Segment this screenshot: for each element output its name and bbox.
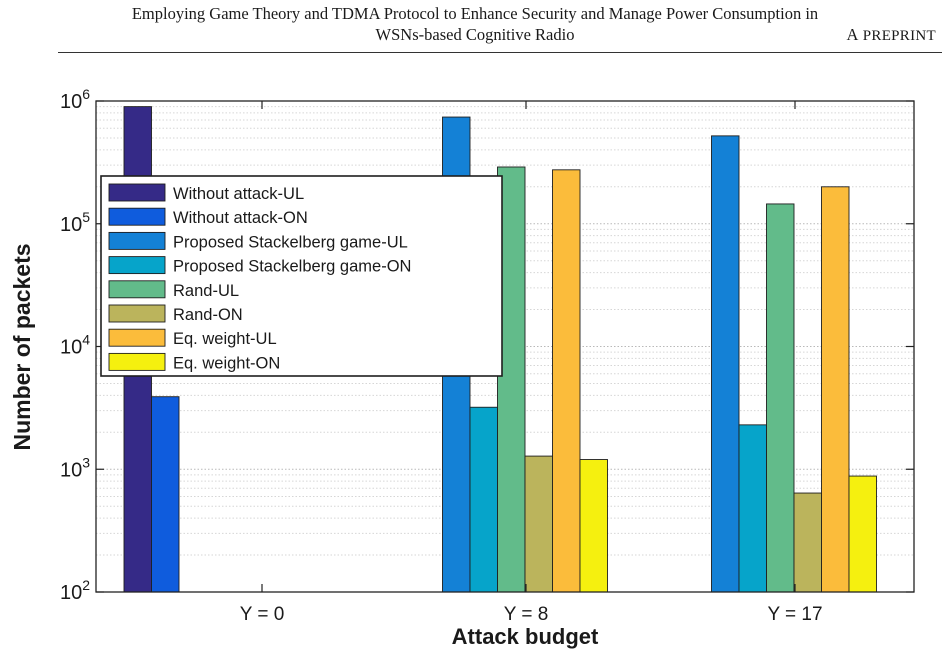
legend-entry: Proposed Stackelberg game-UL [173,233,408,251]
bar [524,455,553,593]
preprint-tag-rest: PREPRINT [862,28,936,44]
preprint-tag: A PREPRINT [846,25,936,46]
legend-swatch [108,328,166,347]
axis-ticks: 102 103 104 105 106 Y = 0 Y = 8 Y = 17 [60,86,914,625]
legend-entry: Without attack-UL [173,185,304,203]
x-tick-label: Y = 0 [240,604,285,625]
legend-entry: Eq. weight-ON [173,354,280,372]
bar [579,459,608,593]
x-tick-label: Y = 17 [767,604,822,625]
bar [469,406,498,593]
bar [821,186,850,593]
header-rule [58,52,942,53]
legend-swatch [108,231,166,250]
legend-entry: Proposed Stackelberg game-ON [173,258,411,276]
y-tick-label: 103 [60,454,90,481]
running-header: Employing Game Theory and TDMA Protocol … [0,0,950,60]
legend-swatch [108,256,166,275]
y-tick-label: 104 [60,332,90,359]
legend-entry: Rand-ON [173,306,243,324]
legend-swatch [108,280,166,299]
paper-title-line-1: Employing Game Theory and TDMA Protocol … [131,4,819,23]
legend-entry: Eq. weight-UL [173,330,277,348]
y-tick-label: 106 [60,86,90,113]
bar [711,135,740,593]
x-tick-label: Y = 8 [504,604,549,625]
legend-swatch [108,304,166,323]
bar [848,475,877,593]
legend-entry: Rand-UL [173,282,239,300]
y-tick-label: 102 [60,577,90,604]
x-axis-label: Attack budget [452,624,599,649]
legend-entry: Without attack-ON [173,209,308,227]
paper-title-line-2: WSNs-based Cognitive Radio [375,25,575,44]
legend: Without attack-UL Without attack-ON Propos… [100,175,503,377]
bar [766,203,795,593]
y-tick-label: 105 [60,209,90,236]
legend-box [100,175,503,377]
y-axis-label: Number of packets [9,243,35,450]
legend-swatch [108,352,166,371]
preprint-tag-initial: A [846,25,859,44]
legend-swatch [108,183,166,202]
legend-swatch [108,207,166,226]
bar [738,424,767,593]
bar [793,492,822,593]
bar [552,169,581,593]
bar [151,396,180,593]
